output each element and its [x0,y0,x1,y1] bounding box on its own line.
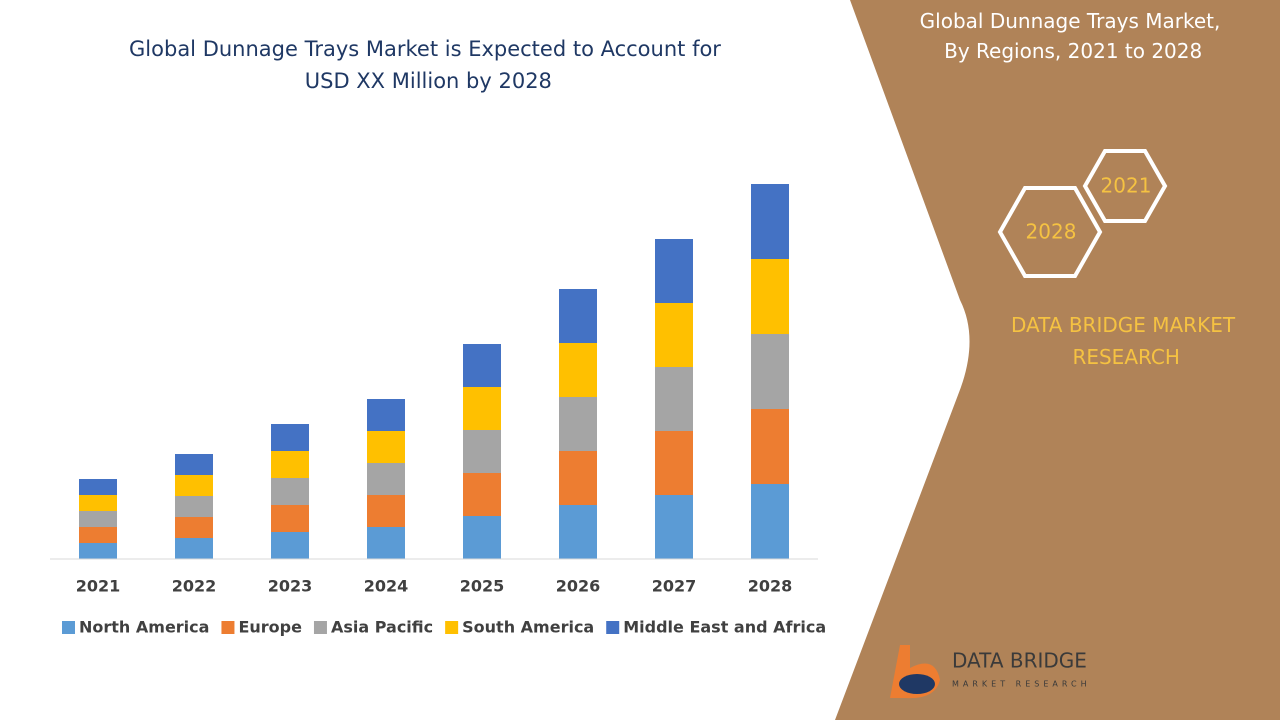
bar-segment [751,334,789,409]
logo-name: DATA BRIDGE [952,649,1087,673]
legend-label: North America [79,618,209,637]
bar-segment [79,543,117,559]
bar-segment [559,289,597,343]
bar-segment [655,303,693,367]
legend-swatch [221,621,235,634]
bar-segment [463,516,501,559]
bar-segment [463,430,501,473]
bar-segment [751,409,789,484]
bar-segment [175,538,213,559]
logo: DATA BRIDGE MARKET RESEARCH [890,645,1091,699]
bar-segment [655,239,693,303]
bar-segment [271,478,309,505]
bar-segment [559,451,597,505]
x-tick-label: 2028 [748,577,793,596]
legend-label: South America [462,618,594,637]
bar-segment [367,463,405,495]
legend-swatch [606,621,620,634]
legend-swatch [62,621,75,634]
hex-label: 2028 [1026,220,1077,244]
chart-title: Global Dunnage Trays Market is Expected … [129,37,721,93]
hex-label: 2021 [1101,174,1152,198]
x-tick-label: 2022 [172,577,217,596]
legend-swatch [313,621,327,634]
bar-segment [175,517,213,538]
bar-segment [463,344,501,387]
bar-segment [559,343,597,397]
bar-segment [559,397,597,451]
bar-segment [79,527,117,543]
x-tick-label: 2026 [556,577,601,596]
bar-segment [367,399,405,431]
legend-label: Europe [238,618,302,637]
bar-segment [367,495,405,527]
x-tick-label: 2024 [364,577,409,596]
bar-segment [271,532,309,559]
bar-segment [751,259,789,334]
x-tick-label: 2025 [460,577,505,596]
legend-swatch [445,621,459,634]
bar-segment [751,484,789,559]
bar-segment [175,496,213,517]
bar-segment [463,387,501,430]
bar-segment [367,527,405,559]
legend-label: Middle East and Africa [623,618,826,637]
hexagon [1082,149,1168,223]
bar-segment [271,424,309,451]
bar-segment [271,505,309,532]
bar-segment [559,505,597,559]
x-tick-label: 2027 [652,577,697,596]
bar-segment [463,473,501,516]
side-panel [835,0,1280,720]
legend-label: Asia Pacific [331,618,433,637]
bar-segment [655,495,693,559]
bar-segment [79,511,117,527]
logo-mark [899,674,935,694]
panel-title: Global Dunnage Trays Market, By Regions,… [920,9,1221,63]
bar-segment [655,367,693,431]
bar-segment [367,431,405,463]
hexagon [997,186,1103,278]
logo-tagline: MARKET RESEARCH [952,680,1091,689]
brand: DATA BRIDGE MARKET RESEARCH [1011,313,1236,369]
x-tick-label: 2023 [268,577,313,596]
bar-segment [175,475,213,496]
x-tick-label: 2021 [76,577,121,596]
bar-segment [79,495,117,511]
bar-segment [751,184,789,259]
bar-segment [79,479,117,495]
bar-segment [271,451,309,478]
bar-segment [175,454,213,475]
bar-segment [655,431,693,495]
